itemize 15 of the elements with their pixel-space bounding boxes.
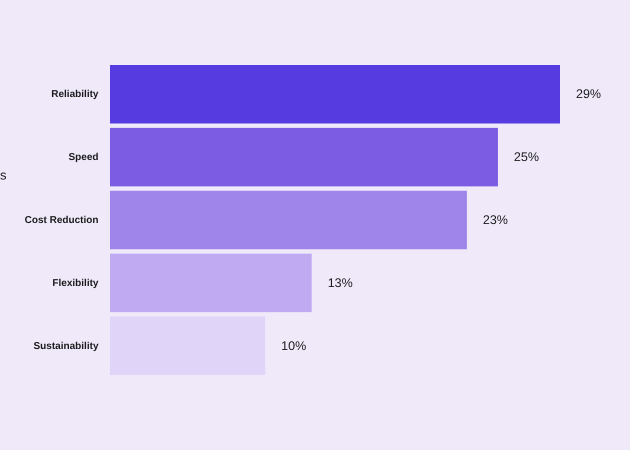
bar	[110, 128, 498, 186]
y-tick-label: Speed	[68, 152, 98, 164]
y-tick-label: Sustainability	[33, 340, 99, 352]
bar	[110, 254, 312, 312]
y-tick-label: Cost Reduction	[24, 215, 98, 226]
data-label: 13%	[328, 276, 353, 290]
bar	[110, 190, 467, 250]
y-axis-title: s	[0, 168, 7, 182]
y-tick-label: Reliability	[51, 89, 99, 100]
data-label: 10%	[281, 338, 306, 353]
data-label: 23%	[482, 213, 508, 227]
y-tick-label: Flexibility	[52, 278, 99, 289]
data-label: 25%	[514, 150, 539, 164]
bar	[110, 65, 560, 124]
data-label: 29%	[576, 87, 602, 102]
